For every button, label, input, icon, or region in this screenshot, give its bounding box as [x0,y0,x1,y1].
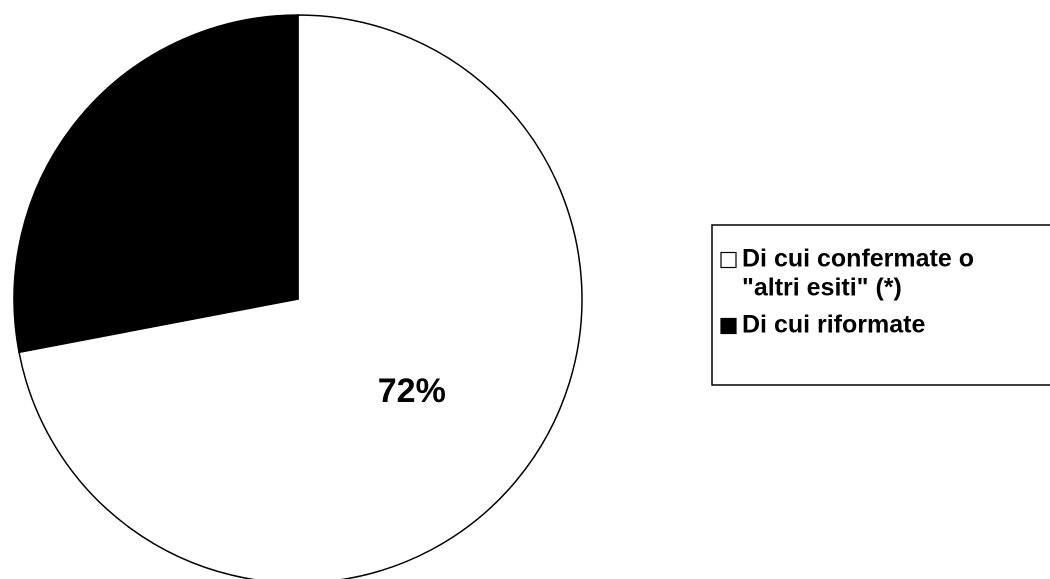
pie-slice-0 [18,14,583,579]
pie-slice-1 [13,14,299,354]
legend-item-0: Di cui confermate o "altri esiti" (*) [720,245,974,302]
legend-label-1: Di cui riformate [742,311,925,339]
legend-label-line-0-1: "altri esiti" (*) [742,274,902,302]
legend-label-0: Di cui confermate o "altri esiti" (*) [742,245,974,302]
legend-item-1: Di cui riformate [720,311,925,339]
legend-swatch-1 [720,317,737,335]
legend: Di cui confermate o "altri esiti" (*)Di c… [711,224,1050,386]
slice-data-label-0: 72% [378,372,446,410]
legend-box [711,224,1050,386]
legend-label-line-0-0: Di cui confermate o [742,245,974,273]
pie-data-labels: 72% [378,372,446,410]
legend-swatch-0 [720,251,737,269]
pie-slices [13,14,583,579]
legend-items: Di cui confermate o "altri esiti" (*)Di c… [720,245,974,339]
legend-label-line-1-0: Di cui riformate [742,311,925,339]
